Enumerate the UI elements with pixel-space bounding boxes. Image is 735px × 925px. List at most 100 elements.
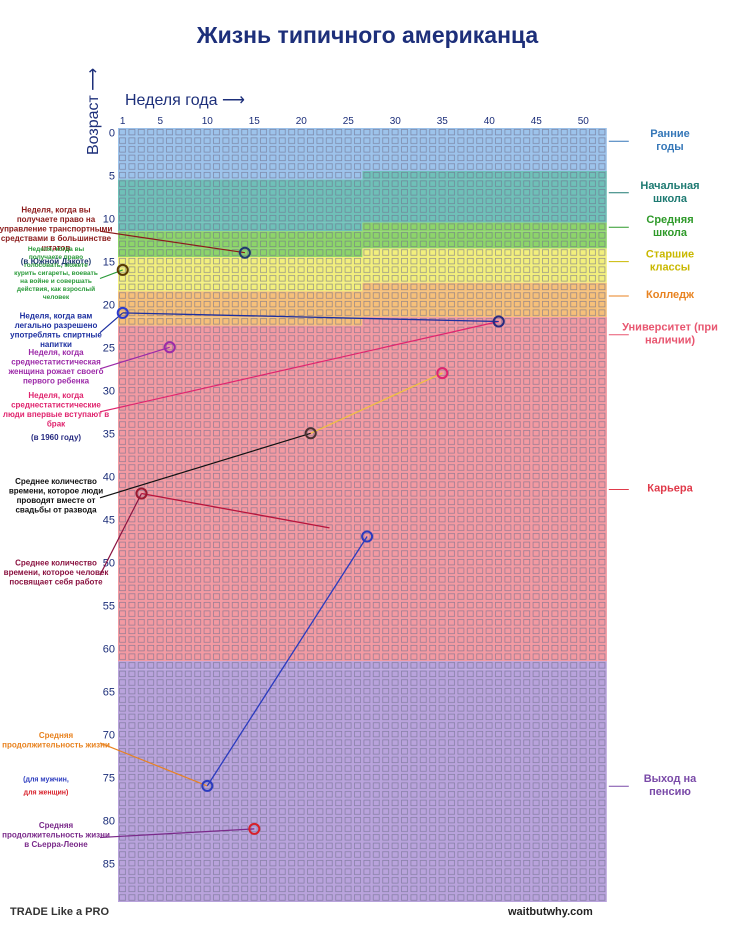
event-annotation-line: женщина рожает своего — [7, 367, 103, 376]
y-tick-label: 0 — [109, 127, 115, 139]
event-leader — [99, 346, 170, 370]
phase-label-line: годы — [656, 141, 683, 153]
phase-label: Средняя школа — [646, 214, 693, 239]
week-grid — [118, 128, 607, 902]
event-leader — [99, 230, 245, 254]
phase-label: Университет (при наличии) — [622, 322, 718, 347]
event-note: (в 1960 году) — [31, 433, 81, 442]
event-leader — [99, 493, 143, 576]
event-annotation: Неделя, когда среднестатистическая женщина… — [7, 348, 103, 386]
event-segment — [122, 312, 499, 323]
credit-left: TRADE Like a PRO — [10, 906, 110, 918]
x-tick-label: 50 — [578, 116, 590, 127]
series-marker — [361, 530, 374, 543]
phase-label-line: школа — [653, 227, 688, 239]
event-annotation-line: времени, которое человек — [4, 568, 110, 577]
y-tick-label: 15 — [103, 256, 115, 268]
page-title: Жизнь типичного американца — [196, 22, 539, 48]
x-tick-label: 25 — [343, 116, 355, 127]
event-annotation-line: голосовать, можете — [24, 262, 88, 269]
x-tick-label: 10 — [202, 116, 214, 127]
event-annotation: Неделя, когда вы получаете право голосоват… — [14, 246, 98, 301]
event-annotation-line: действия, как взрослый — [17, 285, 95, 293]
event-annotation-line: получаете право — [29, 254, 83, 261]
y-tick-label: 80 — [103, 815, 115, 827]
y-tick-label: 60 — [103, 643, 115, 655]
x-tick-label: 1 — [120, 116, 126, 127]
event-marker — [116, 263, 129, 276]
event-annotation: Средняя продолжительность жизни — [2, 731, 110, 750]
event-leader — [99, 269, 123, 280]
event-annotation-line: Неделя, когда вы — [28, 246, 85, 253]
y-tick-label: 50 — [103, 557, 115, 569]
y-tick-label: 5 — [109, 170, 115, 182]
phase-label-line: Университет (при — [622, 322, 718, 334]
phase-label-line: Выход на — [644, 773, 697, 785]
event-marker — [163, 341, 176, 354]
event-annotation: Средняя продолжительность жизни в Сьерра-Л… — [2, 821, 110, 849]
arrow-right-icon: ⟶ — [221, 92, 245, 109]
y-tick-label: 55 — [103, 600, 115, 612]
event-leader — [99, 828, 255, 839]
x-tick-label: 5 — [158, 116, 164, 127]
men-label: (для мужчин, — [23, 777, 69, 784]
credit-right: waitbutwhy.com — [508, 906, 593, 918]
event-note: (в Южной Дакоте) — [21, 257, 92, 266]
y-tick-label: 20 — [103, 299, 115, 311]
event-annotation: Неделя, когда вам легально разрешено употр… — [10, 312, 102, 350]
y-tick-label: 25 — [103, 342, 115, 354]
event-annotation-line: среднестатистические — [11, 400, 101, 409]
event-annotation-line: люди впервые вступают в — [3, 410, 109, 419]
phase-label: Колледж — [646, 289, 694, 301]
x-axis-title: Неделя года ⟶ — [125, 90, 245, 110]
event-annotation-line: Средняя — [39, 821, 74, 830]
event-segment — [141, 492, 330, 529]
event-leader — [99, 432, 311, 499]
event-marker — [201, 779, 214, 792]
y-tick-label: 10 — [103, 213, 115, 225]
event-leader — [99, 320, 499, 413]
phase-label-line: классы — [650, 262, 690, 274]
event-annotation-line: Неделя, когда — [28, 348, 84, 357]
event-annotation-line: употреблять спиртные — [10, 331, 102, 340]
event-annotation-line: средствами в большинстве — [1, 234, 112, 243]
event-annotation-line: Среднее количество — [15, 559, 97, 568]
event-annotation-line: на войне и совершать — [20, 277, 92, 285]
x-tick-label: 15 — [249, 116, 261, 127]
event-marker — [248, 822, 261, 835]
event-annotation-line: продолжительность жизни — [2, 831, 110, 840]
phase-label-line: Ранние — [650, 128, 689, 140]
x-tick-label: 45 — [531, 116, 543, 127]
y-tick-label: 70 — [103, 729, 115, 741]
phase-label-line: школа — [653, 193, 688, 205]
event-marker — [304, 427, 317, 440]
y-tick-label: 45 — [103, 514, 115, 526]
phase-label-line: Начальная — [640, 180, 699, 192]
event-annotation: Среднее количество времени, которое люди п… — [9, 477, 103, 515]
event-marker — [116, 306, 129, 319]
event-annotation-line: курить сигареты, воевать — [14, 270, 98, 277]
phase-label-line: Старшие — [646, 249, 694, 261]
event-annotation-line: штатов — [42, 244, 71, 253]
event-annotation-line: напитки — [40, 340, 72, 349]
phase-label-line: пенсию — [649, 786, 691, 798]
y-tick-label: 75 — [103, 772, 115, 784]
x-tick-label: 35 — [437, 116, 449, 127]
phase-label: Старшие классы — [646, 249, 694, 274]
x-tick-label: 40 — [484, 116, 496, 127]
series-marker — [436, 367, 449, 380]
phase-label: Ранние годы — [650, 128, 689, 153]
y-tick-label: 85 — [103, 858, 115, 870]
event-marker — [492, 315, 505, 328]
phase-label: Начальная школа — [640, 180, 699, 205]
y-tick-label: 30 — [103, 385, 115, 397]
phase-label-line: Средняя — [646, 214, 693, 226]
y-tick-label: 65 — [103, 686, 115, 698]
event-annotation-line: управление транспортными — [0, 225, 112, 234]
event-annotation: Неделя, когда вы получаете право на управл… — [0, 206, 112, 253]
phase-label-line: Карьера — [647, 483, 693, 495]
x-tick-label: 20 — [296, 116, 308, 127]
x-axis-title-text: Неделя года — [125, 92, 218, 109]
phase-label: Карьера — [647, 483, 693, 495]
